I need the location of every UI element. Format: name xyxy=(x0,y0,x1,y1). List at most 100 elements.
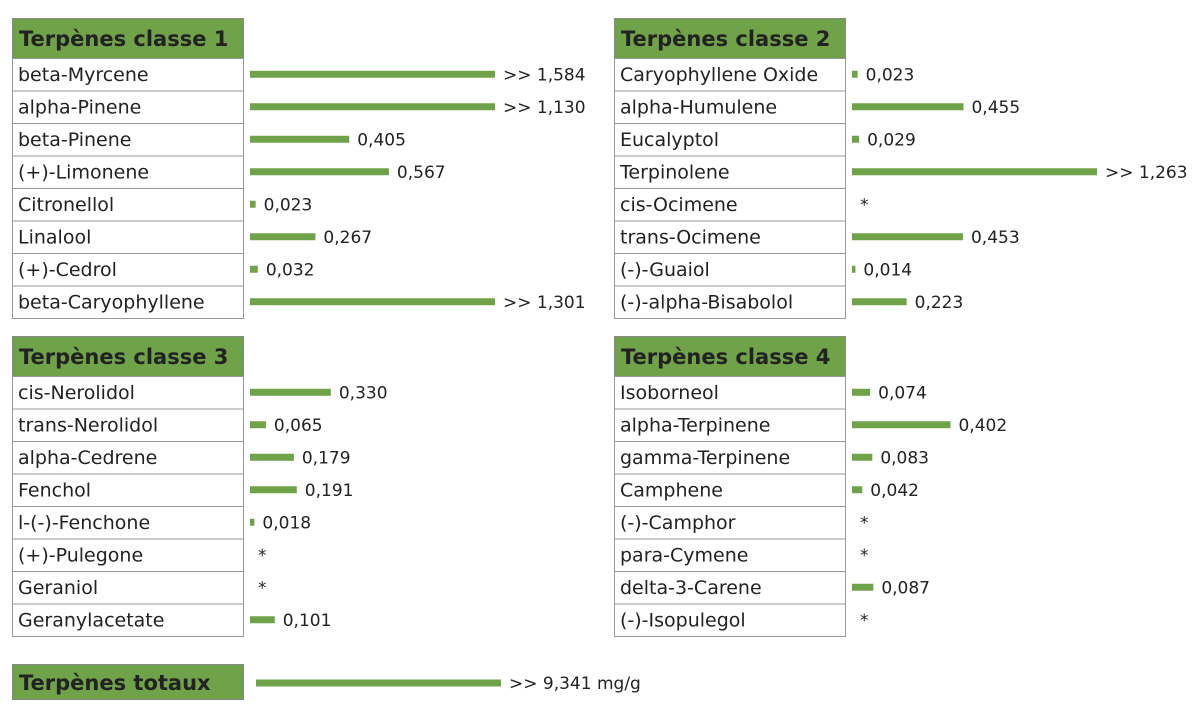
row-name: Eucalyptol xyxy=(620,129,719,151)
value-label: * xyxy=(258,578,267,598)
value-label: * xyxy=(860,611,869,631)
row-name: beta-Myrcene xyxy=(18,64,149,86)
value-label: 0,083 xyxy=(880,448,929,468)
value-label: >> 9,341 mg/g xyxy=(509,674,641,694)
row-box xyxy=(614,188,846,222)
bar xyxy=(852,135,860,143)
bar xyxy=(250,486,297,494)
panel-title: Terpènes classe 4 xyxy=(621,345,830,369)
value-label: 0,029 xyxy=(867,130,916,150)
value-label: 0,405 xyxy=(357,130,406,150)
value-label: * xyxy=(860,513,869,533)
bar xyxy=(852,168,1097,176)
row-box xyxy=(614,376,846,410)
value-label: 0,074 xyxy=(878,383,927,403)
bar xyxy=(250,388,331,396)
row-box xyxy=(614,441,846,475)
row-name: Caryophyllene Oxide xyxy=(620,64,818,86)
bar xyxy=(250,298,495,306)
row-name: Geraniol xyxy=(18,577,98,599)
row-name: (+)-Cedrol xyxy=(18,259,117,281)
value-label: * xyxy=(258,546,267,566)
row-name: Fenchol xyxy=(18,479,91,501)
value-label: * xyxy=(860,195,869,215)
row-name: delta-3-Carene xyxy=(620,577,762,599)
panel-title-box xyxy=(12,336,244,377)
bar xyxy=(852,486,863,494)
row-box xyxy=(614,473,846,507)
bar xyxy=(250,70,495,78)
value-label: * xyxy=(860,546,869,566)
bar xyxy=(852,70,858,78)
row-name: alpha-Cedrene xyxy=(18,447,157,469)
row-name: cis-Ocimene xyxy=(620,194,738,216)
bar xyxy=(852,453,873,461)
bar xyxy=(250,265,258,273)
bar xyxy=(250,135,350,143)
value-label: >> 1,584 xyxy=(503,65,586,85)
total-title: Terpènes totaux xyxy=(19,671,211,695)
panel-title: Terpènes classe 3 xyxy=(19,345,228,369)
row-box xyxy=(12,603,244,637)
row-name: beta-Pinene xyxy=(18,129,131,151)
bar xyxy=(250,103,495,111)
row-box xyxy=(614,155,846,189)
value-label: 0,267 xyxy=(323,228,372,248)
value-label: 0,101 xyxy=(283,611,332,631)
row-name: Geranylacetate xyxy=(18,609,164,631)
bar xyxy=(250,168,389,176)
row-box xyxy=(614,408,846,442)
panel-title-box xyxy=(614,336,846,377)
row-name: beta-Caryophyllene xyxy=(18,291,205,313)
row-name: (+)-Limonene xyxy=(18,161,149,183)
value-label: 0,455 xyxy=(971,98,1020,118)
value-label: 0,402 xyxy=(958,416,1007,436)
value-label: 0,023 xyxy=(264,195,313,215)
row-box xyxy=(12,506,244,540)
value-label: 0,018 xyxy=(262,513,311,533)
value-label: 0,453 xyxy=(971,228,1020,248)
row-box xyxy=(614,90,846,124)
row-name: cis-Nerolidol xyxy=(18,382,135,404)
value-label: 0,191 xyxy=(305,481,354,501)
row-box xyxy=(614,123,846,157)
row-name: para-Cymene xyxy=(620,544,748,566)
bar xyxy=(250,233,316,241)
bar xyxy=(250,518,255,526)
row-name: l-(-)-Fenchone xyxy=(18,512,150,534)
bar xyxy=(852,583,874,591)
value-label: 0,179 xyxy=(302,448,351,468)
bar xyxy=(852,388,871,396)
value-label: 0,042 xyxy=(870,481,919,501)
row-name: Terpinolene xyxy=(619,161,730,183)
row-name: Isoborneol xyxy=(620,382,719,404)
total-title-box xyxy=(12,664,244,700)
row-name: (-)-alpha-Bisabolol xyxy=(620,291,793,313)
row-box xyxy=(614,538,846,572)
panel-title: Terpènes classe 1 xyxy=(19,27,228,51)
row-name: (-)-Isopulegol xyxy=(620,609,746,631)
value-label: 0,032 xyxy=(266,260,315,280)
row-box xyxy=(614,58,846,92)
value-label: 0,223 xyxy=(915,293,964,313)
value-label: >> 1,301 xyxy=(503,293,586,313)
value-label: 0,330 xyxy=(339,383,388,403)
value-label: 0,087 xyxy=(881,578,930,598)
value-label: >> 1,130 xyxy=(503,98,586,118)
row-name: trans-Nerolidol xyxy=(18,414,158,436)
row-name: (-)-Guaiol xyxy=(620,259,710,281)
panel-title-box xyxy=(12,18,244,59)
row-name: Camphene xyxy=(620,479,723,501)
value-label: 0,065 xyxy=(274,416,323,436)
row-box xyxy=(12,571,244,605)
row-name: Citronellol xyxy=(18,194,114,216)
panel-title: Terpènes classe 2 xyxy=(621,27,830,51)
bar xyxy=(852,233,963,241)
row-name: gamma-Terpinene xyxy=(620,447,790,469)
row-box xyxy=(614,285,846,319)
row-box xyxy=(12,441,244,475)
row-name: (+)-Pulegone xyxy=(18,544,143,566)
row-box xyxy=(12,90,244,124)
bar xyxy=(852,421,951,429)
